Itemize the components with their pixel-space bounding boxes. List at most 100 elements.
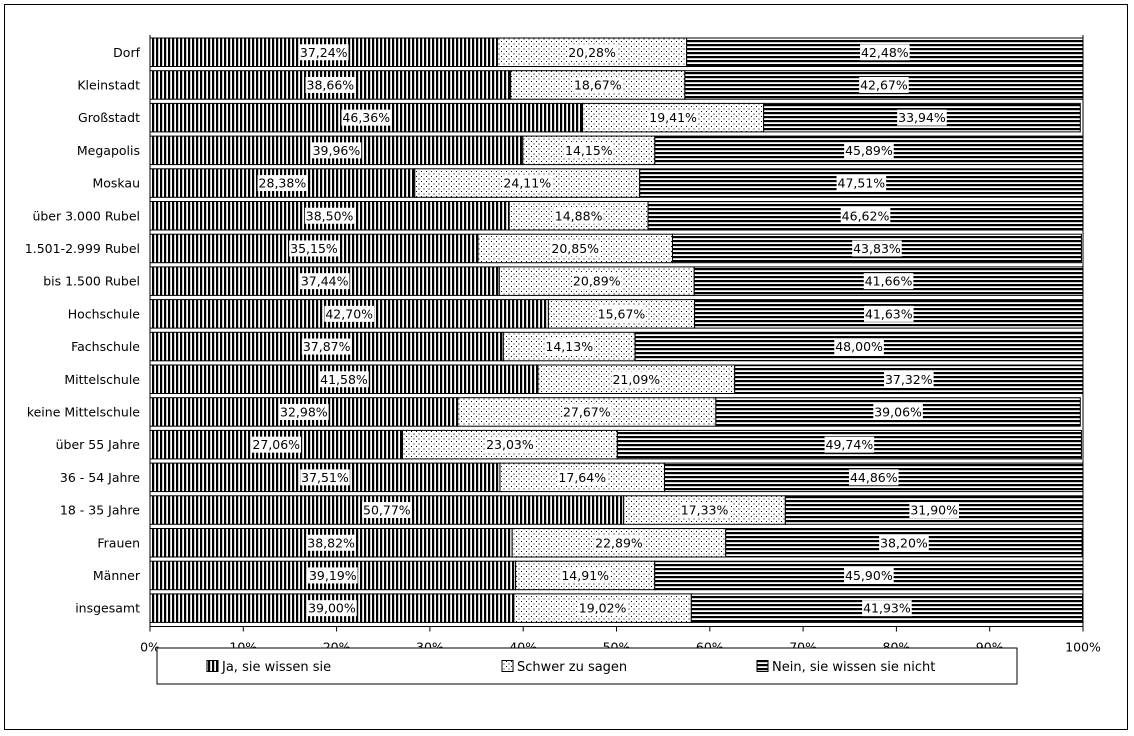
value-label: 37,24% [300, 45, 348, 60]
value-label-box [311, 142, 362, 159]
value-label-box [298, 44, 349, 61]
value-label-box [596, 305, 647, 322]
legend-entry: Ja, sie wissen sie [221, 660, 331, 675]
value-label: 20,89% [573, 274, 621, 289]
legend-entry: Nein, sie wissen sie nicht [772, 660, 935, 675]
value-label-box [560, 567, 610, 584]
category-label: insgesamt [75, 601, 140, 616]
value-label-box [564, 142, 614, 159]
category-label: 1.501-2.999 Rubel [25, 241, 140, 256]
category-label: 18 - 35 Jahre [60, 503, 140, 518]
category-label: Männer [93, 568, 141, 583]
value-label: 38,50% [306, 208, 354, 223]
value-label: 37,51% [301, 470, 349, 485]
value-label: 18,67% [574, 77, 622, 92]
category-label: Großstadt [78, 110, 140, 125]
value-label-box [848, 469, 899, 486]
value-label-box [859, 76, 909, 93]
value-label-box [308, 567, 358, 584]
bar-segment [671, 233, 1082, 264]
category-label: Mittelschule [64, 372, 140, 387]
value-label: 41,66% [865, 274, 913, 289]
value-label: 14,91% [561, 568, 609, 583]
value-label-box [324, 305, 374, 322]
value-label-box [873, 403, 923, 420]
value-label-box [567, 44, 617, 61]
value-label-box [279, 403, 329, 420]
value-label-box [341, 109, 392, 126]
value-label: 20,28% [568, 45, 616, 60]
value-label-box [862, 600, 912, 617]
value-label: 14,13% [545, 339, 593, 354]
legend-entry: Schwer zu sagen [517, 660, 627, 675]
value-label-box [836, 175, 887, 192]
value-label: 45,90% [845, 568, 893, 583]
value-label-box [485, 436, 535, 453]
value-label: 48,00% [835, 339, 883, 354]
value-label: 39,19% [309, 568, 357, 583]
value-label-box [611, 371, 662, 388]
value-label-box [594, 534, 644, 551]
category-label: Moskau [92, 176, 140, 191]
category-label: über 55 Jahre [56, 437, 141, 452]
bar-segment [401, 429, 618, 460]
value-label: 27,06% [252, 437, 300, 452]
value-label: 21,09% [612, 372, 660, 387]
value-label: 28,38% [259, 176, 307, 191]
value-label-box [300, 469, 350, 486]
value-label-box [852, 240, 902, 257]
value-label-box [884, 371, 934, 388]
legend-swatch [501, 660, 514, 672]
value-label-box [840, 207, 891, 224]
category-label: Hochschule [68, 306, 141, 321]
value-label-box [679, 502, 730, 519]
legend-swatch [756, 660, 769, 672]
value-label: 41,58% [320, 372, 368, 387]
value-label-box [319, 371, 369, 388]
value-label-box [502, 175, 553, 192]
value-label-box [299, 273, 350, 290]
value-label: 32,98% [280, 404, 328, 419]
value-label-box [577, 600, 628, 617]
value-label: 38,20% [880, 535, 928, 550]
category-label: 36 - 54 Jahre [60, 470, 140, 485]
legend: Ja, sie wissen sie Schwer zu sagen Nein, s… [156, 647, 1018, 685]
value-label-box [909, 502, 959, 519]
value-label-box [301, 338, 352, 355]
value-label-box [844, 567, 894, 584]
value-label-box [557, 469, 608, 486]
category-labels: Dorf Kleinstadt Großstadt Megapolis Moskau üb… [25, 45, 141, 616]
value-label-box [897, 109, 947, 126]
bar-segment [149, 462, 501, 493]
value-label: 31,90% [910, 503, 958, 518]
value-label: 38,82% [307, 535, 355, 550]
value-labels: 37,24% 20,28% 42,48% 38,66% 18,67% 42,67% 46,3… [251, 44, 959, 617]
value-label-box [251, 436, 302, 453]
value-label: 27,67% [563, 404, 611, 419]
x-tick-label: 0% [140, 640, 160, 655]
value-label: 24,11% [503, 176, 551, 191]
value-label: 42,67% [860, 77, 908, 92]
value-label: 47,51% [838, 176, 886, 191]
value-label: 19,41% [649, 110, 697, 125]
value-label: 44,86% [850, 470, 898, 485]
value-label: 37,32% [885, 372, 933, 387]
value-label: 46,36% [342, 110, 390, 125]
value-label-box [289, 240, 339, 257]
category-label: über 3.000 Rubel [32, 208, 140, 223]
value-label-box [307, 600, 357, 617]
value-label: 33,94% [898, 110, 946, 125]
value-label-box [571, 273, 622, 290]
value-label: 38,66% [307, 77, 355, 92]
x-tick-label: 100% [1065, 640, 1101, 655]
value-label: 50,77% [363, 503, 411, 518]
value-label-box [561, 403, 612, 420]
category-label: Megapolis [77, 143, 140, 158]
value-label: 39,96% [313, 143, 361, 158]
value-label-box [304, 207, 355, 224]
value-label: 49,74% [826, 437, 874, 452]
category-label: Dorf [113, 45, 140, 60]
value-label: 14,88% [555, 208, 603, 223]
category-label: Frauen [97, 535, 140, 550]
